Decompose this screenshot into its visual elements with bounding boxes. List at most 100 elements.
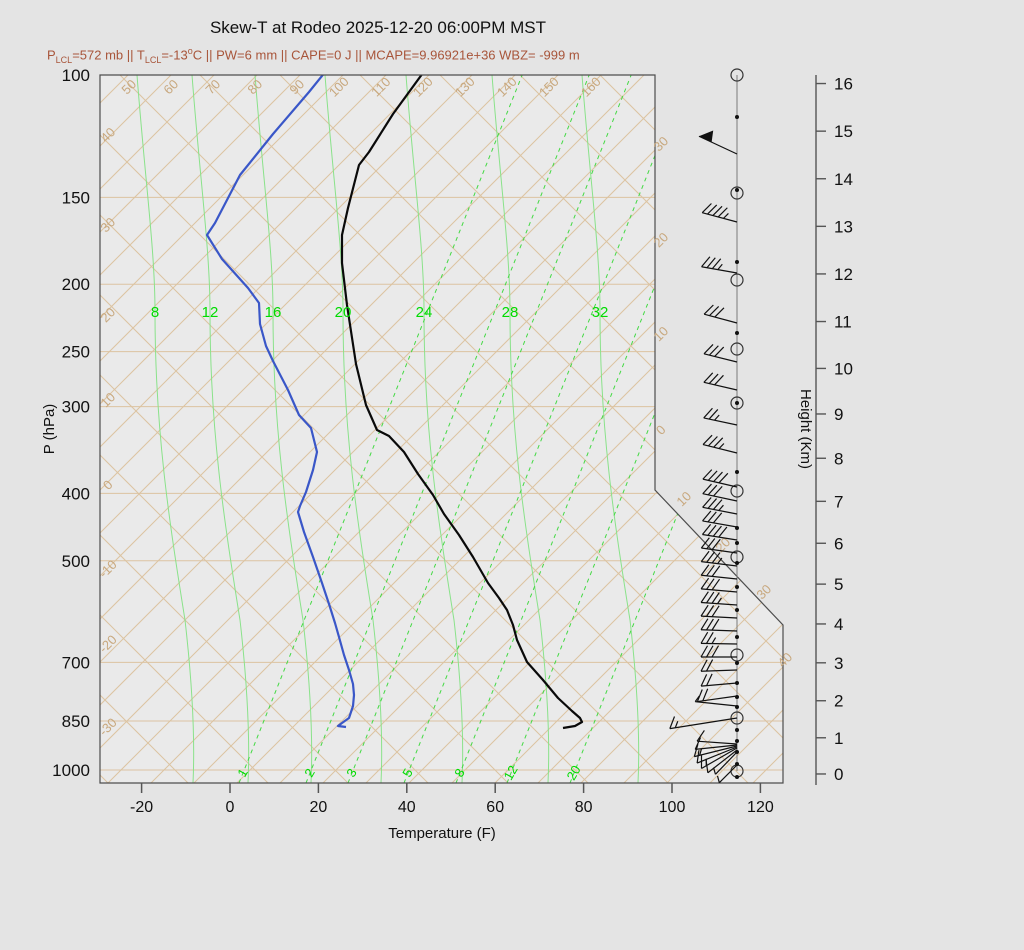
moist-adiabat-label: 24 [416,304,433,321]
x-tick-label: 100 [659,799,686,816]
height-tick-label: 14 [834,170,853,189]
barb-half-tick [712,767,717,775]
pressure-axis-title: P (hPa) [41,404,58,455]
wind-barb [700,645,737,658]
wind-barb [696,730,738,745]
wind-level-dot [735,739,739,743]
dry-adiabat-line [100,75,749,783]
isotherm-line [100,75,602,783]
barb-full-tick [717,207,728,218]
barb-full-tick [713,485,723,497]
pressure-tick-label: 300 [62,398,90,417]
barb-full-tick [696,730,705,742]
x-tick-label: 60 [486,799,504,816]
barb-full-tick [718,526,728,538]
chart-subtitle: PLCL=572 mb || TLCL=-13oC || PW=6 mm || … [47,46,580,65]
moist-adiabat-line [254,75,313,783]
barb-full-tick [700,577,710,590]
moist-adiabat-line [136,75,195,783]
isotherm-line [451,75,783,783]
barb-full-tick [708,373,719,384]
barb-full-tick [703,407,713,419]
isotherm-line [537,75,783,783]
moist-adiabat-label: 8 [151,304,159,321]
wind-barb [696,688,738,703]
height-tick-label: 8 [834,449,843,468]
isotherm-line [100,75,559,783]
height-tick-label: 11 [834,313,852,332]
isotherm-line [100,75,258,783]
barb-half-tick [718,443,725,449]
height-tick-label: 2 [834,692,843,711]
dry-adiabat-line [100,75,509,783]
wind-barb [700,673,738,687]
wind-barb [701,256,738,274]
wind-barb [712,751,738,775]
barb-full-tick [707,498,718,509]
barb-full-tick [700,631,709,644]
barb-full-tick [711,258,722,270]
moist-adiabat-line [191,75,250,783]
wind-level-dot [735,331,739,335]
isotherm-label: 10 [673,488,694,509]
barb-full-tick [705,645,714,658]
barb-full-tick [702,510,712,522]
barb-full-tick [700,564,710,576]
barb-full-tick [714,307,725,318]
isotherm-line [839,75,1024,783]
x-tick-label: 120 [747,799,774,816]
wind-level-circle [730,273,744,287]
barb-full-tick [703,344,714,355]
barb-half-tick [699,748,703,756]
wind-level-dot [735,260,739,264]
pressure-tick-label: 700 [62,653,90,672]
pressure-tick-label: 250 [62,343,90,362]
wind-level-circle [730,342,744,356]
isotherm-line [882,75,1024,783]
barb-full-tick [709,306,720,317]
barb-full-tick [711,645,720,658]
barb-full-tick [706,591,715,604]
dry-adiabat-line [920,75,1024,783]
wind-barb [700,659,738,672]
moist-adiabat-line [324,75,383,783]
barb-full-tick [714,346,725,357]
isotherm-line [494,75,783,783]
barb-full-tick [702,497,712,508]
barb-full-tick [708,409,719,420]
dry-adiabat-line [100,75,669,783]
wind-barb [700,577,738,593]
wind-barb [702,497,738,515]
barb-full-tick [706,538,716,550]
isotherm-line [968,75,1024,783]
subtitle-segment: =-13 [161,47,188,63]
x-tick-label: 0 [226,799,235,816]
wind-level-circle [730,484,744,498]
barb-half-tick [718,504,724,511]
moist-adiabat-line [491,75,550,783]
wind-barb [700,564,738,580]
barb-full-tick [706,618,714,631]
height-tick-label: 12 [834,265,853,284]
dry-adiabat-line [199,75,783,783]
height-tick-label: 15 [834,122,853,141]
barb-full-tick [707,484,718,496]
dry-adiabat-line [100,75,269,783]
isotherm-line [925,75,1024,783]
moist-adiabat-label: 28 [502,304,519,321]
height-tick-label: 1 [834,729,843,748]
barb-full-tick [694,737,702,750]
wind-level-dot [735,661,739,665]
barb-full-tick [700,604,709,617]
wind-barb [694,737,738,750]
dry-adiabat-line [519,75,783,783]
barb-full-tick [711,578,721,591]
barb-full-tick [700,537,710,549]
isotherm-line [100,75,688,783]
barb-full-tick [700,674,708,687]
dry-adiabat-line [100,75,349,783]
height-axis-title: Height (Km) [797,389,814,469]
barb-full-tick [702,434,713,445]
barb-full-tick [712,205,723,216]
barb-half-tick [711,637,717,644]
